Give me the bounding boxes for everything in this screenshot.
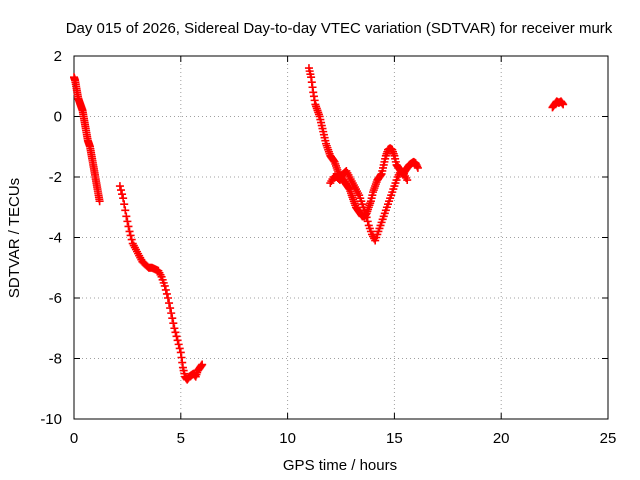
data-point xyxy=(363,217,372,226)
y-tick-label: -6 xyxy=(49,290,62,307)
data-point xyxy=(172,332,181,341)
y-tick-labels: -10 -8 -6 -4 -2 0 2 xyxy=(40,48,62,428)
data-point xyxy=(116,186,125,195)
data-point xyxy=(125,227,134,236)
data-point xyxy=(123,217,132,226)
data-point xyxy=(413,163,422,172)
chart-title: Day 015 of 2026, Sidereal Day-to-day VTE… xyxy=(66,20,613,37)
data-point xyxy=(115,182,124,191)
x-tick-label: 5 xyxy=(177,430,185,447)
data-point xyxy=(161,285,170,294)
data-point xyxy=(163,294,172,302)
data-point xyxy=(120,200,129,209)
data-point xyxy=(118,190,127,199)
data-point xyxy=(198,360,207,369)
y-tick-label: -4 xyxy=(49,230,62,247)
data-point xyxy=(126,231,135,240)
data-point xyxy=(95,197,104,206)
x-tick-labels: 0 5 10 15 20 25 xyxy=(70,430,617,447)
data-point xyxy=(127,235,136,244)
data-point xyxy=(175,344,184,353)
data-point xyxy=(362,213,371,222)
data-point xyxy=(165,299,174,308)
data-point xyxy=(121,206,130,215)
data-point xyxy=(166,304,175,313)
data-point xyxy=(171,328,180,337)
x-tick-label: 20 xyxy=(493,430,510,447)
data-point xyxy=(170,324,179,333)
data-point xyxy=(168,314,177,323)
y-axis-label: SDTVAR / TECUs xyxy=(6,178,23,298)
data-point xyxy=(169,319,178,328)
axis-ticks xyxy=(73,55,609,420)
data-point xyxy=(174,340,183,349)
data-point xyxy=(162,289,171,298)
grid xyxy=(74,56,608,419)
x-tick-label: 15 xyxy=(386,430,403,447)
data-point xyxy=(167,309,176,318)
data-point xyxy=(124,222,133,231)
data-points xyxy=(70,64,568,384)
y-tick-label: 2 xyxy=(54,48,62,65)
y-tick-label: -8 xyxy=(49,351,62,368)
y-tick-label: 0 xyxy=(54,109,62,126)
data-point xyxy=(122,212,131,221)
x-tick-label: 25 xyxy=(600,430,617,447)
data-point xyxy=(361,209,370,218)
data-point xyxy=(119,194,128,203)
x-tick-label: 0 xyxy=(70,430,78,447)
x-axis-label: GPS time / hours xyxy=(283,457,397,474)
data-point xyxy=(173,336,182,345)
data-point xyxy=(160,281,169,290)
data-point xyxy=(559,100,568,109)
data-point xyxy=(403,176,412,185)
x-tick-label: 10 xyxy=(279,430,296,447)
y-tick-label: -10 xyxy=(40,411,62,428)
y-tick-label: -2 xyxy=(49,169,62,186)
